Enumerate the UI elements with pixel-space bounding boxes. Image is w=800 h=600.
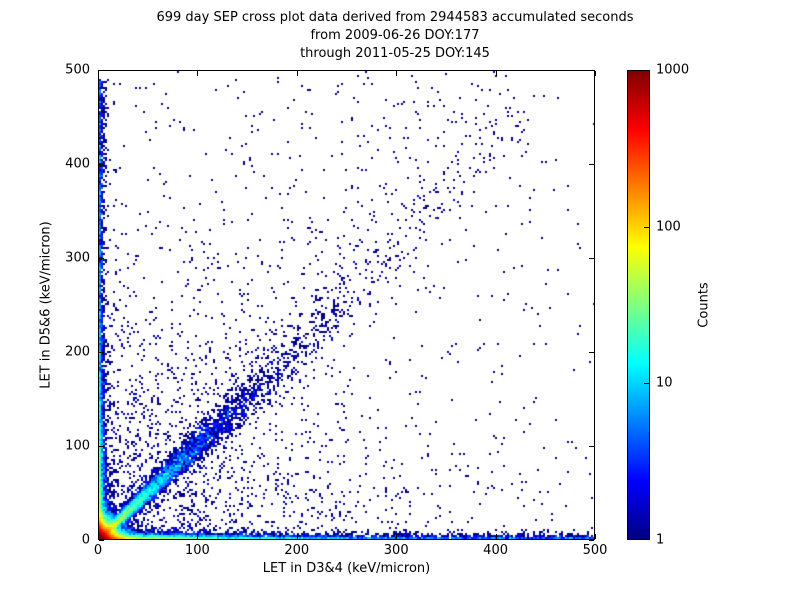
y-tick-left xyxy=(99,258,104,259)
y-tick-left xyxy=(99,446,104,447)
y-tick-left xyxy=(99,164,104,165)
x-tick-label: 200 xyxy=(284,543,310,558)
colorbar-tick xyxy=(644,383,649,385)
colorbar xyxy=(627,70,650,540)
colorbar-tick xyxy=(644,226,649,228)
title-line-2: from 2009-06-26 DOY:177 xyxy=(310,28,480,43)
y-axis-label: LET in D5&6 (keV/micron) xyxy=(38,221,54,389)
colorbar-tick-label: 10 xyxy=(656,375,673,391)
x-tick-top xyxy=(595,71,596,76)
x-tick-bottom xyxy=(495,534,497,539)
x-tick-label: 300 xyxy=(383,543,409,558)
scatter-density-canvas xyxy=(99,71,594,539)
colorbar-tick-label: 1 xyxy=(656,532,665,548)
y-tick-right xyxy=(589,352,594,353)
x-axis-label: LET in D3&4 (keV/micron) xyxy=(262,561,431,576)
y-tick-right xyxy=(589,540,594,541)
x-tick-bottom xyxy=(396,534,398,539)
x-tick-bottom xyxy=(98,534,99,539)
title-line-3: through 2011-05-25 DOY:145 xyxy=(300,46,490,61)
y-tick-right xyxy=(589,70,594,71)
colorbar-tick-label: 1000 xyxy=(656,62,690,78)
x-tick-top xyxy=(296,71,298,76)
y-tick-left xyxy=(99,352,104,353)
x-tick-label: 100 xyxy=(184,543,210,558)
plot-area xyxy=(98,70,595,540)
colorbar-label: Counts xyxy=(696,282,712,328)
y-tick-label: 200 xyxy=(65,344,90,360)
y-tick-left xyxy=(99,540,104,541)
title-line-1: 699 day SEP cross plot data derived from… xyxy=(156,10,634,25)
x-tick-label: 400 xyxy=(483,543,509,558)
x-tick-bottom xyxy=(197,534,199,539)
x-tick-label: 500 xyxy=(582,543,608,558)
x-tick-label: 0 xyxy=(93,543,103,558)
x-tick-top xyxy=(396,71,398,76)
y-tick-label: 500 xyxy=(65,62,90,78)
x-tick-top xyxy=(98,71,99,76)
colorbar-tick-label: 100 xyxy=(656,219,681,235)
y-tick-right xyxy=(589,258,594,259)
y-tick-label: 100 xyxy=(65,438,90,454)
y-tick-label: 300 xyxy=(65,250,90,266)
y-tick-label: 400 xyxy=(65,156,90,172)
y-tick-label: 0 xyxy=(81,532,90,548)
x-tick-top xyxy=(197,71,199,76)
y-tick-right xyxy=(589,446,594,447)
y-tick-right xyxy=(589,164,594,165)
x-tick-bottom xyxy=(296,534,298,539)
chart-title: 699 day SEP cross plot data derived from… xyxy=(0,9,790,63)
x-tick-bottom xyxy=(595,534,596,539)
x-tick-top xyxy=(495,71,497,76)
y-tick-left xyxy=(99,70,104,71)
